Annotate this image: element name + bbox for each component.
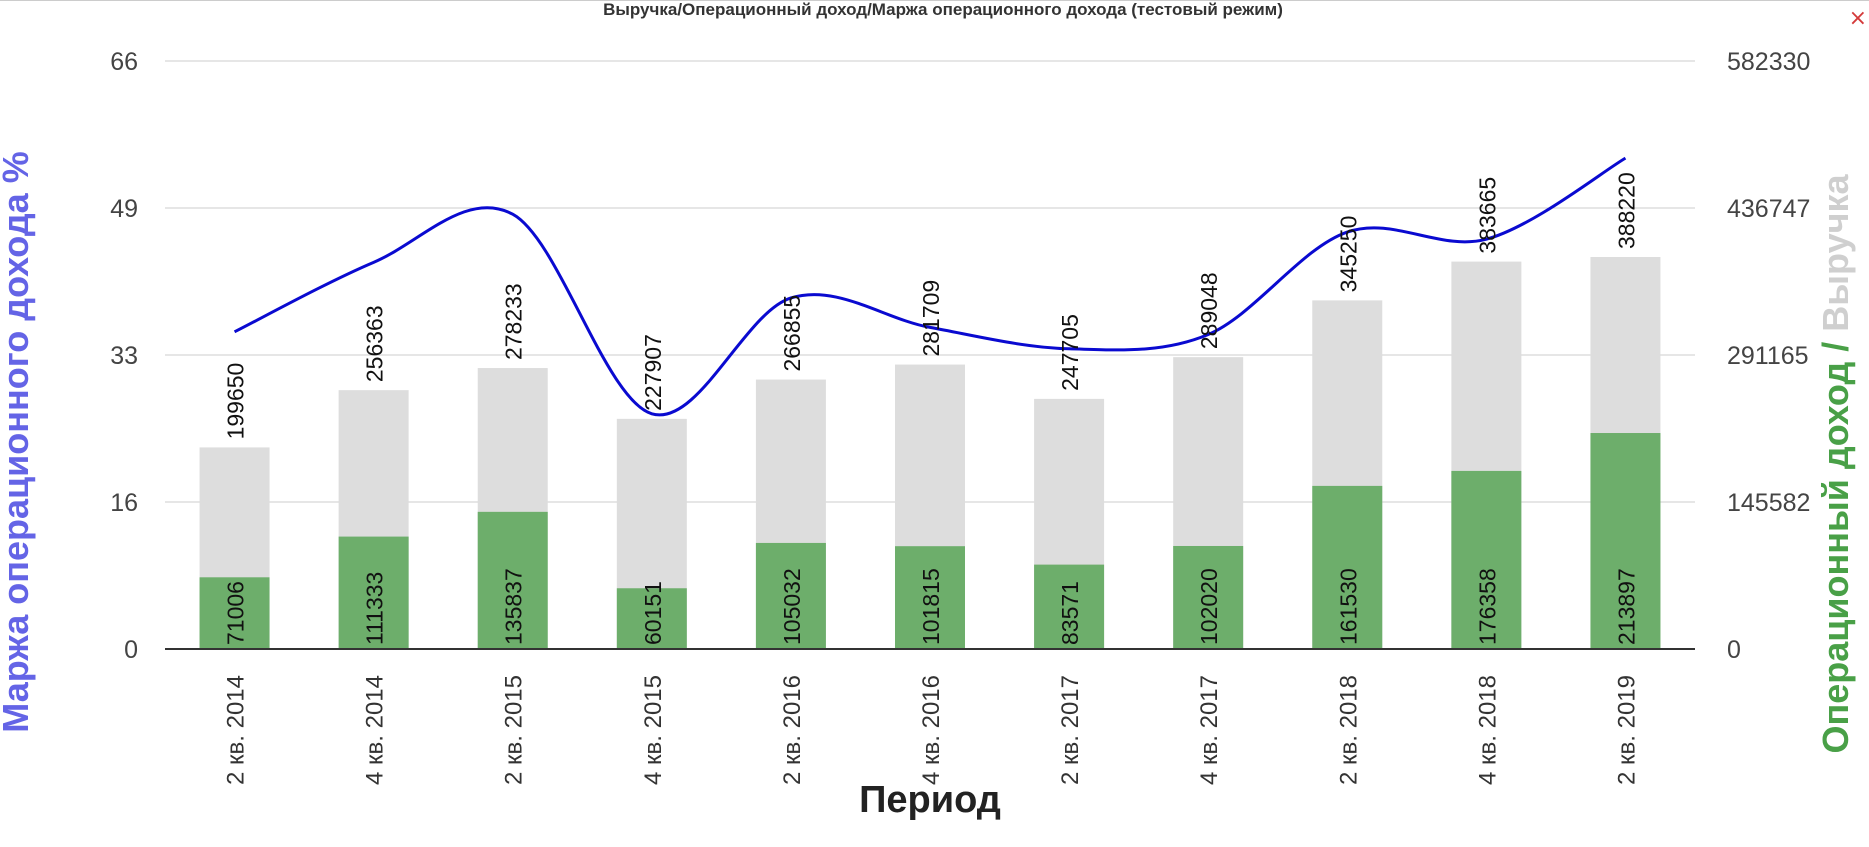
x-axis-title: Период (859, 779, 1001, 821)
category-label: 4 кв. 2016 (918, 675, 945, 785)
category-label: 4 кв. 2018 (1474, 675, 1501, 785)
revenue-data-label: 383665 (1474, 177, 1500, 254)
operating-income-bar (755, 542, 826, 649)
income-data-label: 83571 (1057, 581, 1083, 645)
top-border (0, 0, 1869, 1)
category-label: 2 кв. 2016 (779, 675, 806, 785)
right-axis-title: Операционный доход / Выручка (1815, 173, 1856, 753)
margin-line (233, 156, 1627, 417)
category-label: 2 кв. 2019 (1613, 675, 1640, 785)
income-data-label: 60151 (640, 581, 666, 645)
chart-title: Выручка/Операционный доход/Маржа операци… (603, 0, 1283, 19)
left-tick-label: 16 (110, 489, 138, 517)
right-tick-label: 145582 (1727, 489, 1810, 517)
operating-income-bar (199, 577, 270, 649)
right-tick-label: 291165 (1727, 342, 1809, 370)
revenue-data-label: 281709 (918, 280, 944, 357)
revenue-data-label: 199650 (223, 363, 249, 440)
right-tick-label: 0 (1727, 636, 1741, 664)
left-tick-label: 33 (110, 342, 138, 370)
category-label: 4 кв. 2014 (362, 675, 389, 785)
left-tick-label: 66 (110, 48, 138, 76)
operating-income-bar (616, 588, 687, 649)
revenue-data-label: 266855 (779, 295, 805, 372)
income-data-label: 105032 (779, 568, 805, 645)
category-label: 4 кв. 2017 (1196, 675, 1223, 785)
income-data-label: 111333 (362, 572, 388, 645)
right-axis-title-income: Операционный доход / (1815, 332, 1856, 754)
operating-income-bar (1173, 545, 1244, 649)
operating-income-bar (477, 511, 548, 649)
operating-income-bar (1451, 470, 1522, 649)
income-data-label: 176358 (1474, 568, 1500, 645)
category-label: 2 кв. 2018 (1335, 675, 1362, 785)
revenue-data-label: 388220 (1613, 172, 1639, 249)
right-tick-label: 436747 (1727, 195, 1810, 223)
left-tick-label: 49 (110, 195, 138, 223)
left-tick-label: 0 (124, 636, 138, 664)
operating-income-bar (1034, 564, 1105, 649)
revenue-data-label: 345250 (1335, 216, 1361, 293)
right-axis-title-revenue: Выручка (1815, 173, 1856, 331)
operating-income-bar (1312, 485, 1383, 649)
close-icon[interactable]: × (1848, 6, 1867, 31)
revenue-data-label: 256363 (362, 305, 388, 382)
operating-income-bar (338, 536, 409, 649)
right-tick-label: 582330 (1727, 48, 1810, 76)
category-label: 2 кв. 2015 (501, 675, 528, 785)
category-label: 2 кв. 2017 (1057, 675, 1084, 785)
income-data-label: 161530 (1335, 568, 1361, 645)
left-axis-title: Маржа операционного дохода % (0, 151, 36, 732)
operating-income-bar (1590, 433, 1661, 649)
income-data-label: 102020 (1196, 568, 1222, 645)
income-data-label: 101815 (918, 568, 944, 645)
income-data-label: 135837 (501, 568, 527, 645)
revenue-data-label: 278233 (501, 283, 527, 360)
revenue-data-label: 227907 (640, 334, 666, 411)
category-label: 4 кв. 2015 (640, 675, 667, 785)
revenue-data-label: 289048 (1196, 272, 1222, 349)
income-data-label: 71006 (223, 581, 249, 645)
revenue-data-label: 247705 (1057, 314, 1083, 391)
operating-income-bar (895, 546, 965, 649)
category-label: 2 кв. 2014 (223, 675, 250, 785)
income-data-label: 213897 (1613, 568, 1639, 645)
